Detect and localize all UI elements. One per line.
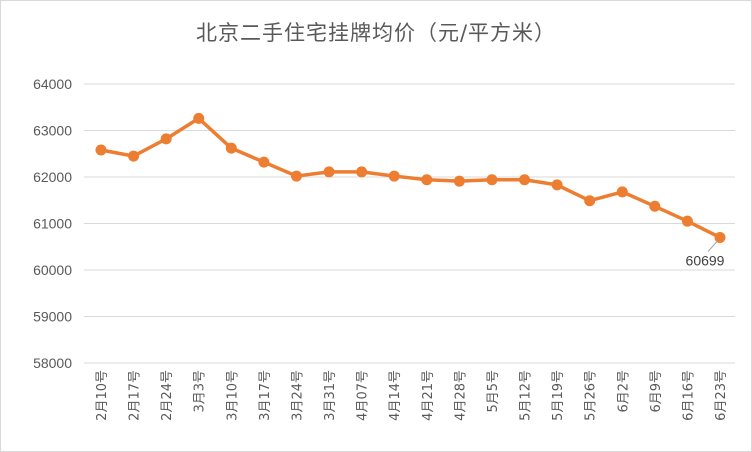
x-tick-label: 4月14号 xyxy=(388,370,403,421)
x-tick-label: 2月17号 xyxy=(128,370,143,421)
x-tick-label: 5月19号 xyxy=(551,370,566,421)
data-point xyxy=(453,175,465,187)
x-tick-label: 6月9号 xyxy=(649,370,664,413)
x-tick-label: 6月16号 xyxy=(681,370,696,421)
data-point xyxy=(323,166,335,178)
x-tick-label: 4月28号 xyxy=(453,370,468,421)
x-tick-label: 3月3号 xyxy=(193,370,208,413)
x-tick-label: 6月23号 xyxy=(714,370,729,421)
data-labels: 60699 xyxy=(686,241,725,268)
x-axis-ticks: 2月10号 2月17号 2月24号 3月3号 3月10号 3月17号 3月24号 3月31号 4… xyxy=(95,370,729,421)
data-label-leader xyxy=(707,241,718,252)
data-point xyxy=(95,144,107,156)
x-tick-label: 4月21号 xyxy=(421,370,436,421)
data-point xyxy=(486,174,498,186)
data-label: 60699 xyxy=(686,252,725,268)
data-point xyxy=(290,170,302,182)
x-tick-label: 6月2号 xyxy=(616,370,631,413)
data-point xyxy=(388,170,400,182)
data-point xyxy=(225,142,237,154)
y-tick-label: 61000 xyxy=(33,216,72,232)
x-tick-label: 4月07号 xyxy=(356,370,371,421)
data-point xyxy=(616,186,628,198)
x-tick-label: 5月26号 xyxy=(584,370,599,421)
y-tick-label: 62000 xyxy=(33,169,72,185)
data-point xyxy=(160,133,172,145)
data-point xyxy=(356,166,368,178)
data-point xyxy=(649,200,661,212)
data-point xyxy=(193,112,205,124)
data-point xyxy=(258,156,270,168)
data-point xyxy=(584,195,596,207)
x-tick-label: 3月31号 xyxy=(323,370,338,421)
x-tick-label: 2月24号 xyxy=(160,370,175,421)
x-tick-label: 3月17号 xyxy=(258,370,273,421)
gridlines xyxy=(84,83,735,364)
data-point xyxy=(551,179,563,191)
x-tick-label: 3月10号 xyxy=(225,370,240,421)
data-point xyxy=(421,174,433,186)
series-line xyxy=(99,116,722,240)
data-point xyxy=(519,174,531,186)
chart-title: 北京二手住宅挂牌均价（元/平方米） xyxy=(196,21,556,45)
y-tick-label: 59000 xyxy=(33,309,72,325)
y-axis-ticks: 58000 59000 60000 61000 62000 63000 64000 xyxy=(33,76,72,371)
x-tick-label: 3月24号 xyxy=(290,370,305,421)
x-tick-label: 5月12号 xyxy=(519,370,534,421)
data-point xyxy=(681,215,693,227)
y-tick-label: 58000 xyxy=(33,355,72,371)
data-point xyxy=(714,231,726,243)
y-tick-label: 64000 xyxy=(33,76,72,92)
x-tick-label: 2月10号 xyxy=(95,370,110,421)
y-tick-label: 60000 xyxy=(33,262,72,278)
x-tick-label: 5月5号 xyxy=(486,370,501,413)
data-point xyxy=(128,150,140,162)
series-layer xyxy=(95,112,726,243)
y-tick-label: 63000 xyxy=(33,123,72,139)
